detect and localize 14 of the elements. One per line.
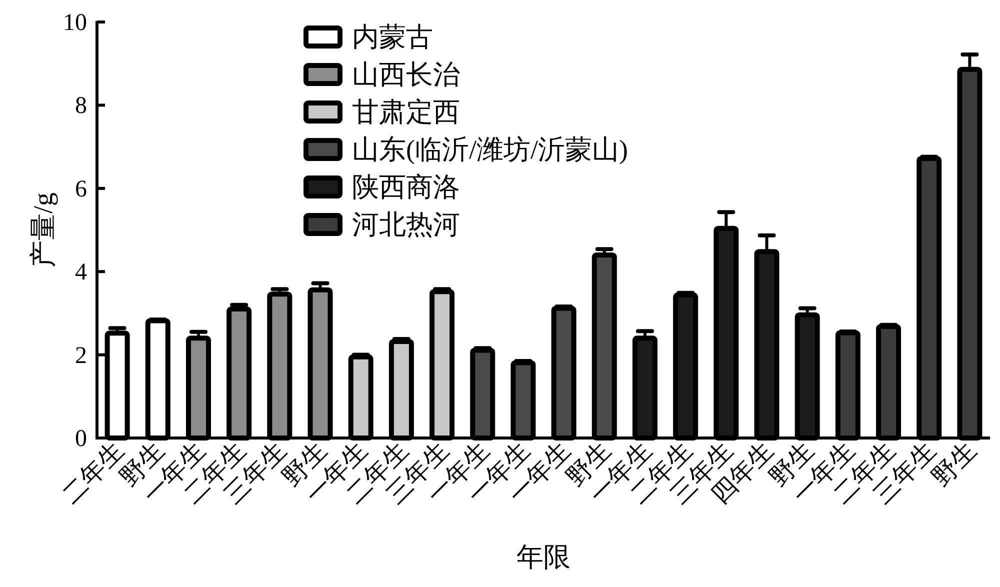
y-tick-label: 0 [75, 426, 87, 452]
y-tick-label: 2 [75, 342, 87, 369]
y-tick-label: 10 [63, 10, 87, 36]
legend-label: 陕西商洛 [352, 172, 460, 202]
legend-label: 甘肃定西 [352, 97, 460, 127]
y-tick-label: 6 [75, 176, 87, 202]
y-tick-label: 8 [75, 93, 87, 120]
x-axis-title: 年限 [516, 542, 570, 572]
legend-label: 河北热河 [352, 210, 460, 240]
legend-label: 山东(临沂/潍坊/沂蒙山) [352, 134, 628, 164]
legend-label: 内蒙古 [352, 22, 433, 52]
y-axis-title: 产量/g [28, 192, 58, 268]
legend-label: 山西长治 [352, 60, 460, 90]
y-tick-label: 4 [75, 260, 87, 286]
